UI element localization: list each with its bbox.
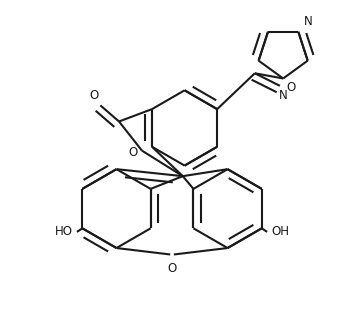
Text: OH: OH	[272, 226, 290, 238]
Text: N: N	[304, 15, 312, 28]
Text: HO: HO	[55, 226, 73, 238]
Text: N: N	[279, 88, 287, 101]
Text: O: O	[129, 146, 138, 159]
Text: O: O	[286, 81, 296, 94]
Text: O: O	[89, 89, 98, 102]
Text: O: O	[167, 262, 177, 275]
